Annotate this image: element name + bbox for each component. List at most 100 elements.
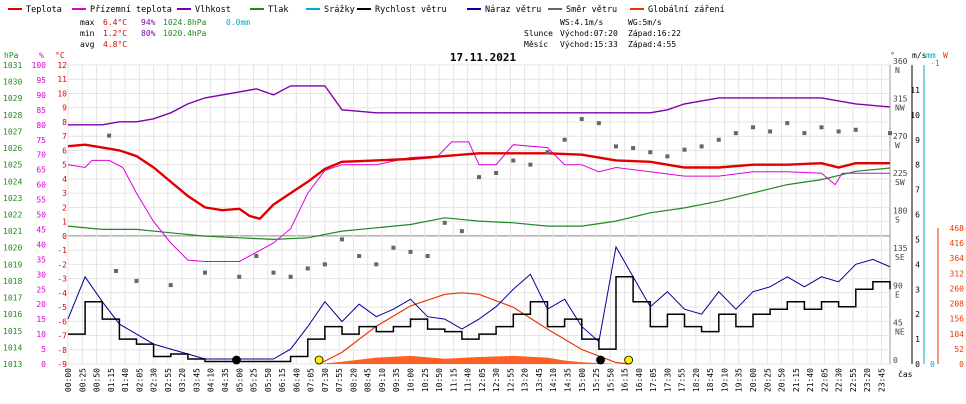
tick-wind-5: 5 — [915, 235, 920, 244]
tick-direction-2: 270 — [893, 132, 908, 141]
tick-time-7: 02:55 — [164, 368, 173, 392]
tick-pressure-18: 1013 — [3, 360, 22, 369]
tick-time-47: 19:35 — [735, 368, 744, 392]
tick-humidity-12: 40 — [36, 240, 46, 249]
wind-direction-point-14 — [391, 245, 396, 250]
tick-pressure-17: 1014 — [3, 343, 22, 352]
tick-time-55: 22:55 — [849, 368, 858, 392]
tick-wind-8: 8 — [915, 161, 920, 170]
tick-pressure-3: 1028 — [3, 111, 22, 120]
tick-time-16: 06:40 — [292, 368, 301, 392]
stat-max-label: max — [80, 18, 95, 27]
tick-temperature-19: -7 — [57, 332, 67, 341]
legend-label-2: Vlhkost — [195, 5, 231, 15]
info-mesic-vychod: Východ:15:33 — [560, 40, 618, 49]
info-ws: WS:4.1m/s — [560, 18, 604, 27]
tick-temperature-9: 3 — [62, 189, 67, 198]
tick-temperature-1: 11 — [57, 75, 67, 84]
tick-time-12: 05:00 — [235, 368, 244, 392]
tick-humidity-15: 25 — [36, 285, 46, 294]
tick-direction-0: 360 — [893, 57, 908, 66]
tick-direction-label-1: NW — [895, 103, 905, 112]
axis-unit-w: W — [943, 51, 948, 60]
tick-pressure-13: 1018 — [3, 277, 22, 286]
sunset-marker — [624, 355, 634, 365]
tick-time-50: 20:50 — [778, 368, 787, 392]
tick-temperature-7: 5 — [62, 161, 67, 170]
axis-unit-mm: mm — [926, 51, 936, 60]
tick-rain-0: -1 — [930, 59, 940, 68]
wind-direction-point-15 — [408, 249, 413, 254]
wind-direction-point-5 — [237, 274, 242, 279]
tick-time-14: 05:50 — [264, 368, 273, 392]
tick-time-5: 02:05 — [135, 368, 144, 392]
tick-time-27: 11:15 — [449, 368, 458, 392]
stat-min-temp: 1.2°C — [103, 29, 127, 38]
series-humidity-line — [68, 85, 891, 126]
tick-radiation-7: 364 — [950, 254, 965, 263]
tick-humidity-3: 85 — [36, 106, 46, 115]
wind-direction-point-9 — [305, 266, 310, 271]
tick-pressure-9: 1022 — [3, 211, 22, 220]
tick-humidity-4: 80 — [36, 121, 46, 130]
tick-direction-label-5: SE — [895, 253, 905, 262]
tick-direction-label-2: W — [895, 141, 900, 150]
tick-humidity-17: 15 — [36, 315, 46, 324]
tick-wind-7: 7 — [915, 186, 920, 195]
info-wg: WG:5m/s — [628, 18, 662, 27]
wind-direction-point-25 — [579, 116, 584, 121]
tick-pressure-1: 1030 — [3, 78, 22, 87]
tick-time-37: 15:25 — [592, 368, 601, 392]
tick-direction-3: 225 — [893, 169, 908, 178]
legend-label-7: Směr větru — [566, 5, 617, 15]
tick-pressure-8: 1023 — [3, 194, 22, 203]
axis-unit-degc: °C — [55, 51, 65, 60]
tick-time-53: 22:05 — [820, 368, 829, 392]
tick-wind-3: 3 — [915, 285, 920, 294]
info-slunce-zapad: Západ:16:22 — [628, 29, 681, 38]
tick-humidity-1: 95 — [36, 76, 46, 85]
tick-radiation-2: 104 — [950, 330, 965, 339]
tick-humidity-10: 50 — [36, 211, 46, 220]
wind-direction-point-42 — [888, 131, 892, 136]
tick-humidity-9: 55 — [36, 196, 46, 205]
tick-wind-1: 1 — [915, 335, 920, 344]
tick-time-6: 02:30 — [150, 368, 159, 392]
tick-time-0: 00:00 — [64, 368, 73, 392]
tick-temperature-15: -3 — [57, 275, 67, 284]
tick-direction-6: 90 — [893, 281, 903, 290]
wind-direction-point-6 — [254, 254, 259, 259]
tick-radiation-3: 156 — [950, 315, 965, 324]
wind-direction-point-22 — [528, 162, 533, 167]
tick-time-23: 09:35 — [392, 368, 401, 392]
wind-direction-point-21 — [511, 158, 516, 163]
wind-direction-point-37 — [785, 121, 790, 126]
tick-time-57: 23:45 — [877, 368, 886, 392]
wind-direction-point-32 — [699, 144, 704, 149]
tick-humidity-6: 70 — [36, 151, 46, 160]
tick-time-2: 00:50 — [93, 368, 102, 392]
tick-time-56: 23:20 — [863, 368, 872, 392]
tick-humidity-5: 75 — [36, 136, 46, 145]
info-mesic-label: Měsíc — [524, 40, 548, 49]
tick-time-54: 22:30 — [835, 368, 844, 392]
tick-humidity-20: 0 — [41, 360, 46, 369]
wind-direction-point-31 — [682, 147, 687, 152]
tick-humidity-14: 30 — [36, 270, 46, 279]
tick-pressure-12: 1019 — [3, 260, 22, 269]
tick-radiation-1: 52 — [954, 345, 964, 354]
tick-direction-7: 45 — [893, 319, 903, 328]
tick-pressure-2: 1029 — [3, 94, 22, 103]
tick-time-22: 09:10 — [378, 368, 387, 392]
tick-radiation-5: 260 — [950, 284, 965, 293]
series-pressure-line — [67, 167, 891, 241]
axis-unit-dir: ° — [890, 51, 895, 60]
tick-pressure-11: 1020 — [3, 244, 22, 253]
series-wind-speed-line — [68, 276, 891, 363]
tick-time-28: 11:40 — [464, 368, 473, 392]
stat-max-temp: 6.4°C — [103, 18, 127, 27]
tick-wind-11: 11 — [910, 86, 920, 95]
legend-label-3: Tlak — [268, 5, 288, 15]
